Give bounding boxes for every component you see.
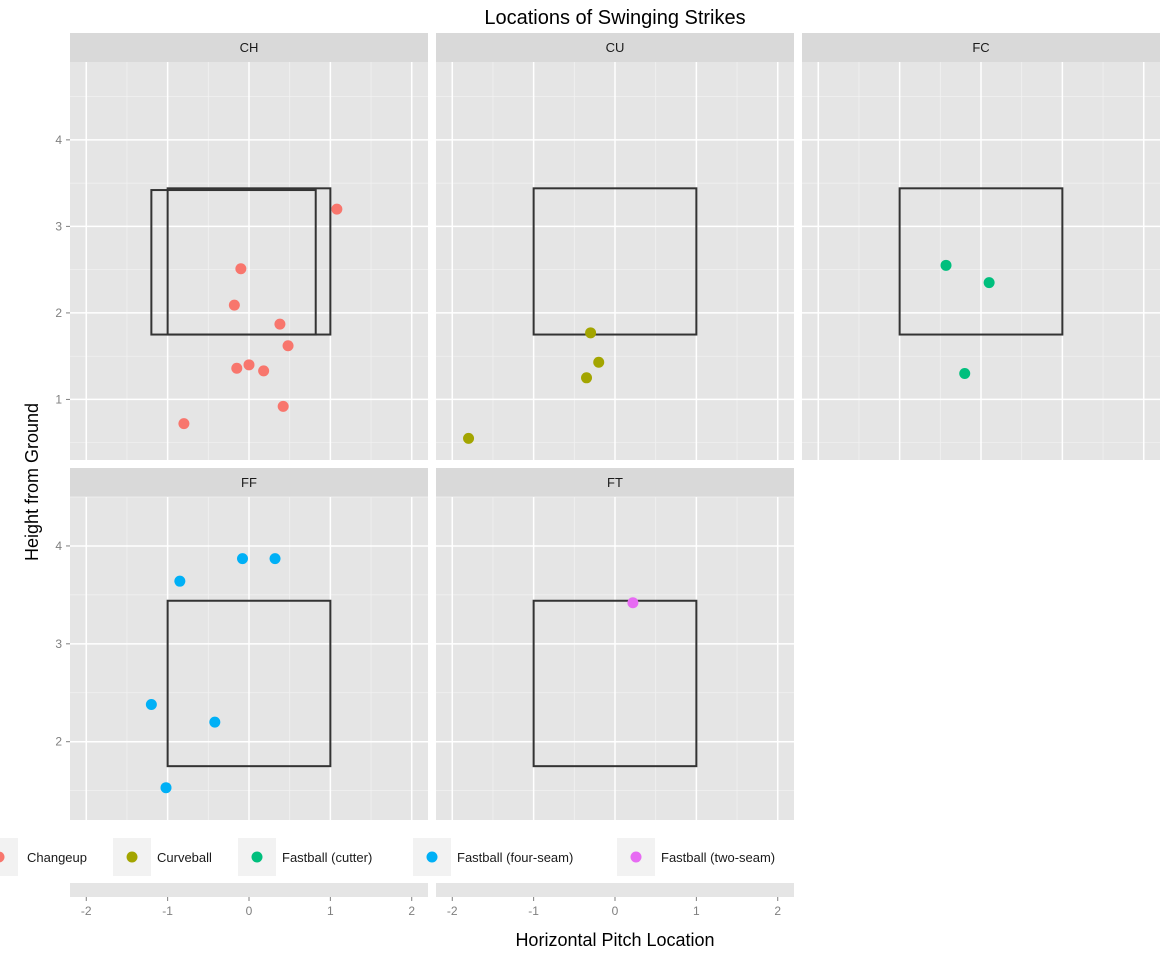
panel-ch: CH 1 2 3 4 bbox=[55, 33, 428, 460]
x-tick-label: 0 bbox=[612, 904, 619, 918]
panels: CH 1 2 3 4 CU FC FF 2 3 4 FT bbox=[55, 33, 1160, 820]
chart-title: Locations of Swinging Strikes bbox=[484, 7, 745, 29]
x-tick-label: 2 bbox=[774, 904, 781, 918]
legend-key bbox=[0, 838, 18, 876]
panel-strip bbox=[436, 468, 794, 497]
legend-key-dot bbox=[251, 851, 263, 863]
data-point bbox=[243, 359, 255, 371]
data-point bbox=[463, 432, 475, 444]
data-point bbox=[228, 299, 240, 311]
data-point bbox=[274, 318, 286, 330]
data-point bbox=[231, 362, 243, 374]
data-point bbox=[959, 367, 971, 379]
legend-item: Fastball (cutter) bbox=[238, 838, 372, 876]
legend-key-dot bbox=[426, 851, 438, 863]
y-tick-label: 1 bbox=[55, 392, 62, 406]
panel-fc: FC bbox=[802, 33, 1160, 460]
panel-strip bbox=[802, 33, 1160, 62]
data-point bbox=[282, 340, 294, 352]
legend-label: Curveball bbox=[157, 850, 212, 865]
y-tick-label: 3 bbox=[55, 637, 62, 651]
y-axis-title: Height from Ground bbox=[22, 403, 42, 561]
panel-strip-label: CU bbox=[606, 40, 625, 55]
strike-zone-box bbox=[532, 187, 698, 336]
panel-strip bbox=[436, 33, 794, 62]
data-point bbox=[236, 553, 248, 565]
y-tick-label: 4 bbox=[55, 539, 62, 553]
data-point bbox=[160, 782, 172, 794]
panel-strip bbox=[70, 468, 428, 497]
x-axis-strip bbox=[436, 883, 794, 897]
legend-item: Changeup bbox=[0, 838, 87, 876]
data-point bbox=[277, 400, 289, 412]
legend-key-dot bbox=[0, 851, 5, 863]
panel-strip-label: FF bbox=[241, 475, 257, 490]
strike-zone-box bbox=[532, 599, 698, 768]
y-tick-label: 2 bbox=[55, 306, 62, 320]
data-point bbox=[235, 263, 247, 275]
data-point bbox=[593, 356, 605, 368]
data-point bbox=[178, 418, 190, 430]
x-axis-title: Horizontal Pitch Location bbox=[515, 930, 714, 950]
panel-ft: FT bbox=[436, 468, 794, 820]
strike-zone-box bbox=[150, 189, 317, 336]
x-tick-label: 1 bbox=[327, 904, 334, 918]
legend-item: Fastball (four-seam) bbox=[413, 838, 573, 876]
data-point bbox=[174, 575, 186, 587]
data-point bbox=[331, 203, 343, 215]
legend-label: Fastball (four-seam) bbox=[457, 850, 573, 865]
bottom-x-axis: -2 -1 0 1 2 -2 -1 0 1 2 bbox=[70, 883, 794, 918]
data-point bbox=[585, 327, 597, 339]
x-tick-label: 0 bbox=[246, 904, 253, 918]
panel-strip-label: FT bbox=[607, 475, 623, 490]
legend-item: Curveball bbox=[113, 838, 212, 876]
legend-label: Fastball (cutter) bbox=[282, 850, 372, 865]
y-tick-label: 2 bbox=[55, 735, 62, 749]
data-point bbox=[269, 553, 281, 565]
x-tick-label: -2 bbox=[447, 904, 458, 918]
x-tick-label: -1 bbox=[528, 904, 539, 918]
strike-zone-box bbox=[166, 599, 332, 768]
x-tick-label: 2 bbox=[408, 904, 415, 918]
y-tick-label: 3 bbox=[55, 219, 62, 233]
panel-strip-label: CH bbox=[240, 40, 259, 55]
x-tick-label: 1 bbox=[693, 904, 700, 918]
legend: Changeup Curveball Fastball (cutter) Fastba… bbox=[0, 838, 775, 876]
y-tick-label: 4 bbox=[55, 133, 62, 147]
data-point bbox=[940, 259, 952, 271]
data-point bbox=[258, 365, 270, 377]
panel-cu: CU bbox=[436, 33, 794, 460]
legend-label: Changeup bbox=[27, 850, 87, 865]
data-point bbox=[581, 372, 593, 384]
strike-zone-box bbox=[898, 187, 1064, 336]
data-point bbox=[145, 699, 157, 711]
legend-key-dot bbox=[126, 851, 138, 863]
x-axis-strip bbox=[70, 883, 428, 897]
legend-label: Fastball (two-seam) bbox=[661, 850, 775, 865]
panel-strip-label: FC bbox=[972, 40, 989, 55]
data-point bbox=[209, 716, 221, 728]
x-tick-label: -2 bbox=[81, 904, 92, 918]
panel-ff: FF 2 3 4 bbox=[55, 468, 428, 820]
legend-key-dot bbox=[630, 851, 642, 863]
data-point bbox=[983, 277, 995, 289]
legend-item: Fastball (two-seam) bbox=[617, 838, 775, 876]
data-point bbox=[627, 597, 639, 609]
x-tick-label: -1 bbox=[162, 904, 173, 918]
panel-strip bbox=[70, 33, 428, 62]
